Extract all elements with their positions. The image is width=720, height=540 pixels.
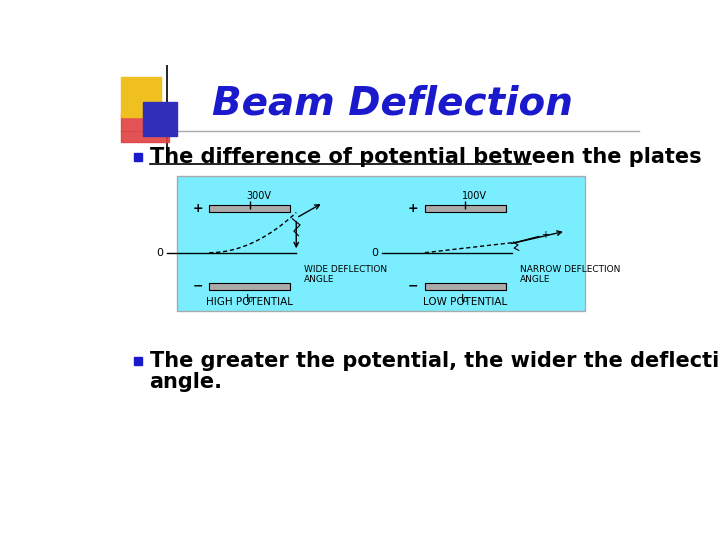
Bar [134,153,142,161]
Bar [425,283,505,289]
Text: NARROW DEFLECTION
ANGLE: NARROW DEFLECTION ANGLE [520,265,620,284]
Bar [210,283,290,289]
Text: +: + [192,202,203,215]
Text: +: + [541,230,549,240]
Bar [210,205,290,212]
Text: The difference of potential between the plates: The difference of potential between the … [150,147,701,167]
Bar [425,205,505,212]
Bar [143,102,176,136]
Text: 100V: 100V [462,191,487,201]
Bar [176,177,585,311]
Bar [134,357,142,365]
Text: 300V: 300V [246,191,271,201]
Bar [121,112,168,142]
Text: I₀: I₀ [246,294,253,304]
Text: −: − [192,280,203,293]
Text: I₀: I₀ [462,294,469,304]
Text: angle.: angle. [150,372,222,392]
Text: HIGH POTENTIAL: HIGH POTENTIAL [206,297,293,307]
Text: 0: 0 [372,248,379,258]
Bar [121,77,161,117]
Text: 0: 0 [156,248,163,258]
Text: +: + [408,202,418,215]
Text: Beam Deflection: Beam Deflection [212,84,572,122]
Text: WIDE DEFLECTION
ANGLE: WIDE DEFLECTION ANGLE [304,265,387,284]
Text: The greater the potential, the wider the deflection: The greater the potential, the wider the… [150,351,720,372]
Text: LOW POTENTIAL: LOW POTENTIAL [423,297,508,307]
Text: −: − [408,280,418,293]
